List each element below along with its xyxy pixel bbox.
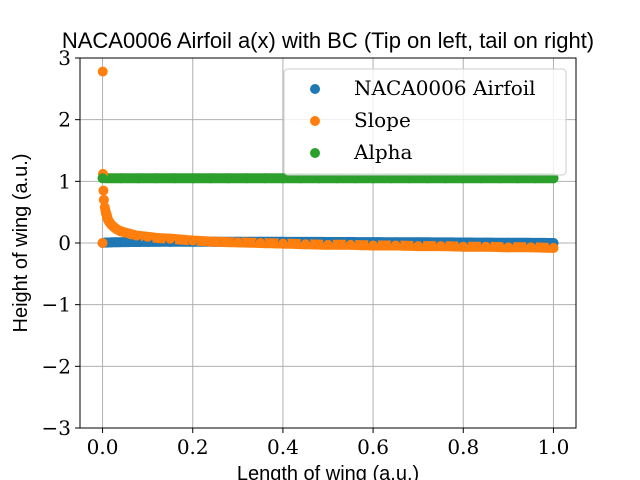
data-point-1 [142, 231, 153, 242]
data-point-1 [548, 242, 559, 253]
data-point-0 [120, 237, 131, 248]
data-point-2 [169, 173, 180, 184]
x-tick-label: 0.2 [177, 435, 209, 459]
data-point-2 [295, 173, 306, 184]
data-point-1 [98, 185, 109, 196]
data-point-2 [133, 173, 144, 184]
y-tick-label: −3 [42, 416, 71, 440]
data-point-2 [115, 173, 126, 184]
y-tick-label: −2 [42, 354, 71, 378]
data-point-1 [300, 239, 311, 250]
y-tick-label: 0 [58, 231, 71, 255]
data-point-2 [205, 173, 216, 184]
x-tick-label: 1.0 [538, 435, 570, 459]
data-point-0 [111, 237, 122, 248]
data-point-2 [386, 173, 397, 184]
y-tick-label: 1 [58, 169, 71, 193]
y-tick-label: 3 [58, 46, 71, 70]
data-point-1 [153, 233, 164, 244]
data-point-2 [440, 173, 451, 184]
x-tick-label: 0.4 [267, 435, 299, 459]
legend-label-slope: Slope [354, 108, 411, 132]
data-point-2 [350, 173, 361, 184]
y-axis-label: Height of wing (a.u.) [10, 154, 32, 333]
data-point-2 [512, 173, 523, 184]
data-point-2 [458, 173, 469, 184]
legend-marker-slope [310, 116, 320, 126]
data-point-1 [503, 242, 514, 253]
data-point-2 [494, 173, 505, 184]
data-point-2 [548, 173, 559, 184]
data-point-2 [332, 173, 343, 184]
legend-marker-alpha [310, 148, 320, 158]
legend-label-alpha: Alpha [353, 140, 413, 164]
data-point-1 [480, 241, 491, 252]
legend-label-naca: NACA0006 Airfoil [354, 76, 536, 100]
data-point-2 [404, 173, 415, 184]
data-point-2 [97, 173, 108, 184]
x-tick-label: 0.0 [87, 435, 119, 459]
data-point-2 [476, 173, 487, 184]
y-tick-label: 2 [58, 108, 71, 132]
data-point-1 [368, 240, 379, 251]
data-point-2 [259, 173, 270, 184]
data-point-2 [223, 173, 234, 184]
data-point-1 [97, 66, 108, 77]
data-point-2 [368, 173, 379, 184]
data-point-2 [422, 173, 433, 184]
data-point-1 [165, 233, 176, 244]
data-points [97, 66, 559, 253]
data-point-1 [187, 235, 198, 246]
x-tick-label: 0.6 [357, 435, 389, 459]
data-point-2 [187, 173, 198, 184]
chart-title: NACA0006 Airfoil a(x) with BC (Tip on le… [62, 28, 594, 53]
legend-marker-naca [310, 84, 320, 94]
data-point-1 [97, 238, 108, 248]
data-point-2 [313, 173, 324, 184]
data-point-1 [345, 239, 356, 250]
data-point-2 [151, 173, 162, 184]
data-point-1 [525, 242, 536, 253]
legend-box [283, 68, 567, 176]
data-point-1 [131, 230, 142, 241]
data-point-2 [277, 173, 288, 184]
legend: NACA0006 Airfoil Slope Alpha [283, 68, 567, 176]
data-point-1 [232, 237, 243, 248]
data-point-1 [458, 241, 469, 252]
data-point-2 [530, 173, 541, 184]
data-point-1 [255, 238, 266, 248]
data-point-1 [277, 238, 288, 249]
data-point-1 [390, 240, 401, 251]
data-point-1 [98, 194, 109, 205]
data-point-1 [435, 241, 446, 252]
x-tick-label: 0.8 [447, 435, 479, 459]
data-point-1 [210, 236, 221, 247]
data-point-2 [241, 173, 252, 184]
axis-ticks: 0.0 0.2 0.4 0.6 0.8 1.0 −3 −2 −1 0 1 2 3 [42, 46, 570, 459]
y-tick-label: −1 [42, 293, 71, 317]
x-axis-label: Length of wing (a.u.) [237, 463, 419, 480]
data-point-1 [323, 239, 333, 250]
data-point-1 [413, 241, 424, 252]
